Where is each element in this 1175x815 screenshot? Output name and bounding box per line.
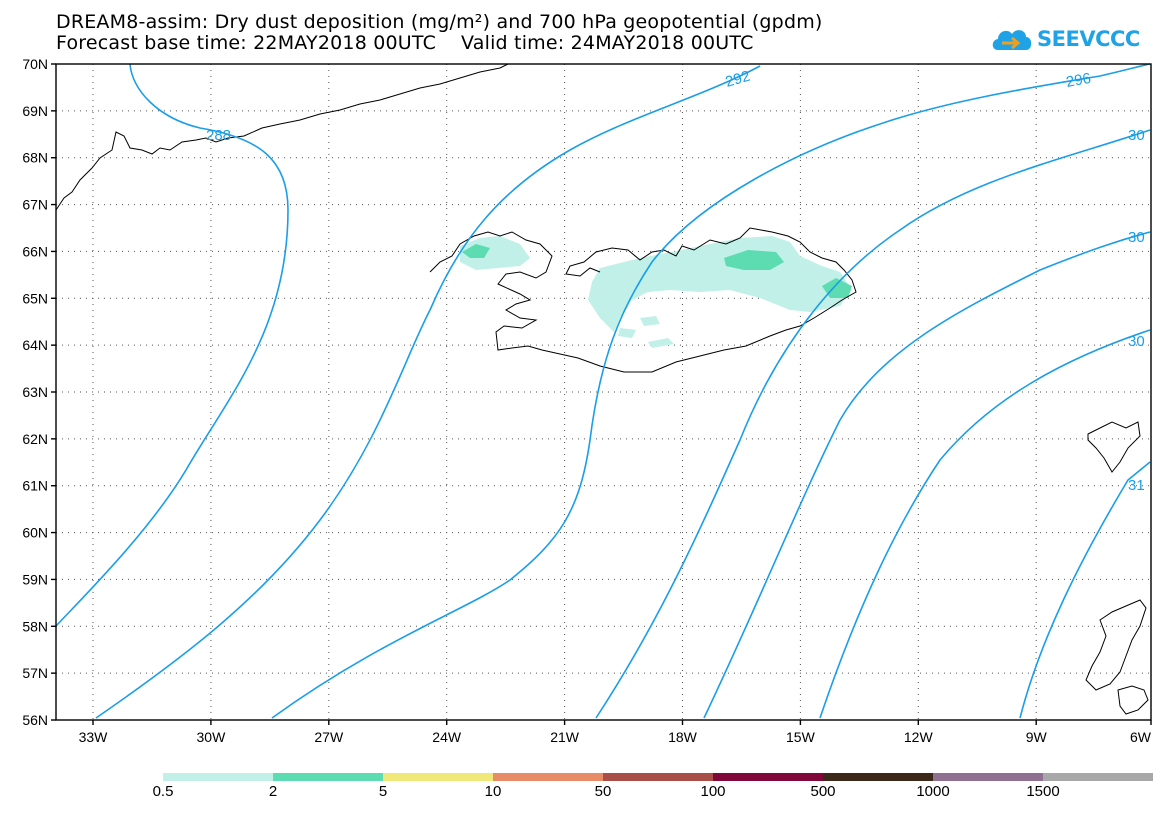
contour-line-300c bbox=[819, 329, 1151, 719]
contour-line-300b bbox=[703, 231, 1151, 719]
geopotential-contours bbox=[55, 63, 1151, 719]
deposition-area-low bbox=[648, 338, 674, 348]
contour-line-292b bbox=[271, 63, 1151, 719]
dust-deposition-shading bbox=[460, 236, 852, 348]
lat-label: 63N bbox=[22, 384, 48, 400]
hebrides-coast bbox=[1117, 685, 1149, 715]
legend-color-box bbox=[273, 773, 383, 781]
lat-label: 58N bbox=[22, 618, 48, 634]
lat-label: 68N bbox=[22, 150, 48, 166]
latitude-labels: 70N 69N 68N 67N 66N 65N 64N 63N 62N 61N 60N 59N 58N 5… bbox=[22, 56, 48, 728]
lat-label: 65N bbox=[22, 290, 48, 306]
chart-subtitle: Forecast base time: 22MAY2018 00UTC Vali… bbox=[56, 32, 754, 54]
contour-label: 30 bbox=[1128, 127, 1145, 144]
legend-color-box bbox=[713, 773, 823, 781]
contour-label: 31 bbox=[1128, 477, 1145, 494]
legend-color-box bbox=[163, 773, 273, 781]
contour-label: 30 bbox=[1128, 229, 1145, 246]
lat-label: 66N bbox=[22, 243, 48, 259]
contour-label: 288 bbox=[206, 127, 231, 144]
legend-label: 1000 bbox=[916, 783, 950, 800]
contour-labels: 288 292 296 30 30 30 31 bbox=[206, 68, 1145, 494]
graticule-grid bbox=[56, 64, 1151, 720]
deposition-area-mid bbox=[724, 250, 784, 270]
deposition-area-low bbox=[640, 316, 660, 326]
legend-label: 500 bbox=[810, 783, 836, 800]
legend-color-box bbox=[603, 773, 713, 781]
faroe-islands-coast bbox=[1087, 421, 1141, 473]
lat-label: 62N bbox=[22, 431, 48, 447]
coastlines bbox=[55, 63, 1149, 715]
deposition-area-mid bbox=[462, 244, 490, 258]
legend-color-box bbox=[823, 773, 933, 781]
lat-label: 61N bbox=[22, 478, 48, 494]
legend-color-box bbox=[933, 773, 1043, 781]
lon-label: 6W bbox=[1130, 729, 1152, 745]
lat-label: 64N bbox=[22, 337, 48, 353]
legend-label: 2 bbox=[268, 783, 278, 800]
lon-label: 21W bbox=[550, 729, 580, 745]
lon-label: 33W bbox=[79, 729, 109, 745]
contour-line-292 bbox=[95, 65, 761, 719]
lon-label: 18W bbox=[668, 729, 698, 745]
lon-label: 30W bbox=[197, 729, 227, 745]
lon-label: 9W bbox=[1026, 729, 1048, 745]
longitude-labels: 33W 30W 27W 24W 21W 18W 15W 12W 9W 6W bbox=[79, 729, 1152, 745]
greenland-coast bbox=[55, 63, 509, 211]
lon-label: 12W bbox=[904, 729, 934, 745]
lat-label: 59N bbox=[22, 571, 48, 587]
legend-label: 5 bbox=[378, 783, 388, 800]
legend-color-box bbox=[1043, 773, 1153, 781]
lat-label: 57N bbox=[22, 665, 48, 681]
cloud-icon bbox=[992, 30, 1032, 50]
lon-label: 27W bbox=[314, 729, 344, 745]
legend-label: 10 bbox=[484, 783, 502, 800]
scotland-coast bbox=[1085, 599, 1147, 691]
contour-label: 296 bbox=[1065, 70, 1093, 91]
lat-label: 60N bbox=[22, 525, 48, 541]
legend-label: 0.5 bbox=[152, 783, 174, 800]
lat-label: 69N bbox=[22, 103, 48, 119]
seevccc-logo: SEEVCCC bbox=[990, 22, 1140, 56]
legend-label: 100 bbox=[700, 783, 726, 800]
legend-color-box bbox=[383, 773, 493, 781]
logo-text: SEEVCCC bbox=[1037, 27, 1140, 51]
lon-label: 15W bbox=[786, 729, 816, 745]
lat-label: 56N bbox=[22, 712, 48, 728]
contour-line-288 bbox=[55, 63, 289, 627]
deposition-area-low bbox=[618, 328, 636, 338]
legend-label: 50 bbox=[594, 783, 612, 800]
legend-label: 1500 bbox=[1026, 783, 1060, 800]
contour-line-312 bbox=[1019, 461, 1151, 719]
axis-ticks bbox=[51, 63, 1152, 725]
legend-color-box bbox=[493, 773, 603, 781]
contour-line-300a bbox=[595, 129, 1151, 719]
iceland-coast bbox=[429, 227, 857, 373]
lon-label: 24W bbox=[432, 729, 462, 745]
lat-label: 70N bbox=[22, 56, 48, 72]
contour-label: 30 bbox=[1128, 333, 1145, 350]
lat-label: 67N bbox=[22, 197, 48, 213]
contour-label: 292 bbox=[723, 68, 752, 91]
chart-title: DREAM8-assim: Dry dust deposition (mg/m²… bbox=[56, 11, 823, 33]
